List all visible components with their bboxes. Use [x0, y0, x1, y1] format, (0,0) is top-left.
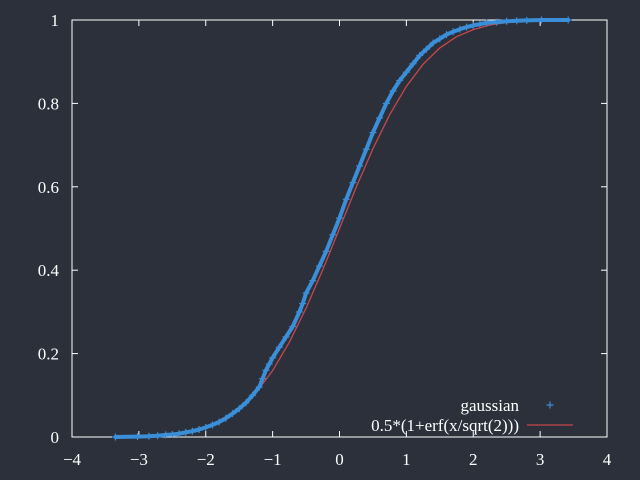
gaussian-point [336, 214, 343, 222]
gaussian-point [402, 68, 410, 76]
gaussian-point [282, 333, 290, 341]
gaussian-point [369, 129, 377, 137]
gaussian-point [382, 99, 390, 107]
gaussian-point [269, 354, 277, 362]
gaussian-point [302, 289, 310, 297]
gaussian-point [175, 430, 183, 438]
y-tick-label: 0 [51, 428, 60, 447]
x-tick-label: 3 [536, 450, 545, 469]
gaussian-point [463, 23, 471, 31]
y-tick-label: 0.6 [38, 178, 59, 197]
legend-label-erf: 0.5*(1+erf(x/sqrt(2))) [371, 416, 519, 435]
gaussian-point [349, 179, 357, 187]
gaussian-point [537, 16, 545, 24]
gaussian-point [356, 162, 364, 170]
x-tick-label: −3 [130, 450, 148, 469]
gaussian-point [362, 145, 370, 153]
y-tick-label: 0.8 [38, 94, 59, 113]
x-tick-label: −2 [197, 450, 215, 469]
gaussian-point [182, 428, 190, 436]
gaussian-point [295, 308, 303, 316]
legend-plus-marker [546, 401, 554, 409]
erf-line-path [138, 19, 541, 438]
legend: gaussian 0.5*(1+erf(x/sqrt(2))) [371, 396, 573, 435]
gaussian-point [429, 39, 437, 47]
gaussian-point [215, 418, 223, 426]
gaussian-point [154, 432, 162, 440]
gaussian-point [456, 25, 464, 33]
gaussian-point [208, 421, 216, 429]
gaussian-point [229, 410, 236, 418]
gaussian-point [145, 432, 153, 440]
legend-label-gaussian: gaussian [460, 396, 519, 415]
gaussian-point [235, 405, 243, 413]
gaussian-point [111, 433, 119, 441]
gaussian-point [275, 343, 283, 351]
x-tick-label: 1 [402, 450, 411, 469]
series-erf-line [138, 19, 541, 438]
gaussian-point [409, 60, 417, 68]
gaussian-point [188, 427, 196, 435]
gaussian-point [255, 383, 263, 391]
gaussian-point [564, 16, 572, 24]
gaussian-point [322, 247, 330, 255]
gaussian-point [493, 18, 501, 26]
gaussian-point [309, 277, 317, 285]
gaussian-point [396, 76, 404, 84]
gaussian-point [469, 21, 477, 29]
gaussian-point [376, 114, 384, 122]
x-tick-label: 4 [603, 450, 612, 469]
gaussian-point [389, 87, 397, 95]
gaussian-point [342, 195, 350, 203]
gaussian-point [476, 20, 484, 28]
gaussian-point [513, 17, 521, 25]
gaussian-point [443, 31, 450, 39]
y-tick-label: 1 [51, 11, 60, 30]
gaussian-point [422, 45, 430, 53]
gaussian-point [249, 391, 257, 399]
x-axis-tick-labels: −4 −3 −2 −1 0 1 2 3 4 [63, 450, 612, 469]
gaussian-point [202, 423, 210, 431]
gaussian-point [299, 300, 307, 308]
gaussian-point [449, 28, 457, 36]
gaussian-point-track [113, 18, 571, 439]
y-axis-tick-labels: 0 0.2 0.4 0.6 0.8 1 [38, 11, 60, 447]
x-tick-label: 2 [469, 450, 478, 469]
gaussian-point [195, 425, 203, 433]
gaussian-point [436, 35, 444, 43]
gaussian-point [503, 17, 511, 25]
x-tick-label: −1 [264, 450, 282, 469]
gaussian-point [315, 262, 323, 270]
x-tick-label: 0 [335, 450, 344, 469]
gaussian-point [483, 19, 491, 27]
gaussian-point [265, 360, 273, 368]
gaussian-point [168, 430, 176, 438]
y-tick-label: 0.2 [38, 345, 59, 364]
gaussian-point [242, 399, 250, 407]
axis-ticks [71, 19, 608, 438]
y-tick-label: 0.4 [38, 261, 60, 280]
gaussian-point [222, 414, 230, 422]
x-tick-label: −4 [63, 450, 82, 469]
gaussian-point [289, 322, 297, 330]
gaussian-point [259, 375, 267, 383]
gaussian-point [134, 433, 142, 441]
gaussian-point [262, 366, 270, 374]
gaussian-point [162, 431, 170, 439]
legend-marker-gaussian [546, 401, 554, 409]
gaussian-point [329, 231, 337, 239]
series-gaussian-points [111, 16, 572, 441]
gaussian-point [416, 51, 424, 59]
gaussian-point [523, 16, 531, 24]
